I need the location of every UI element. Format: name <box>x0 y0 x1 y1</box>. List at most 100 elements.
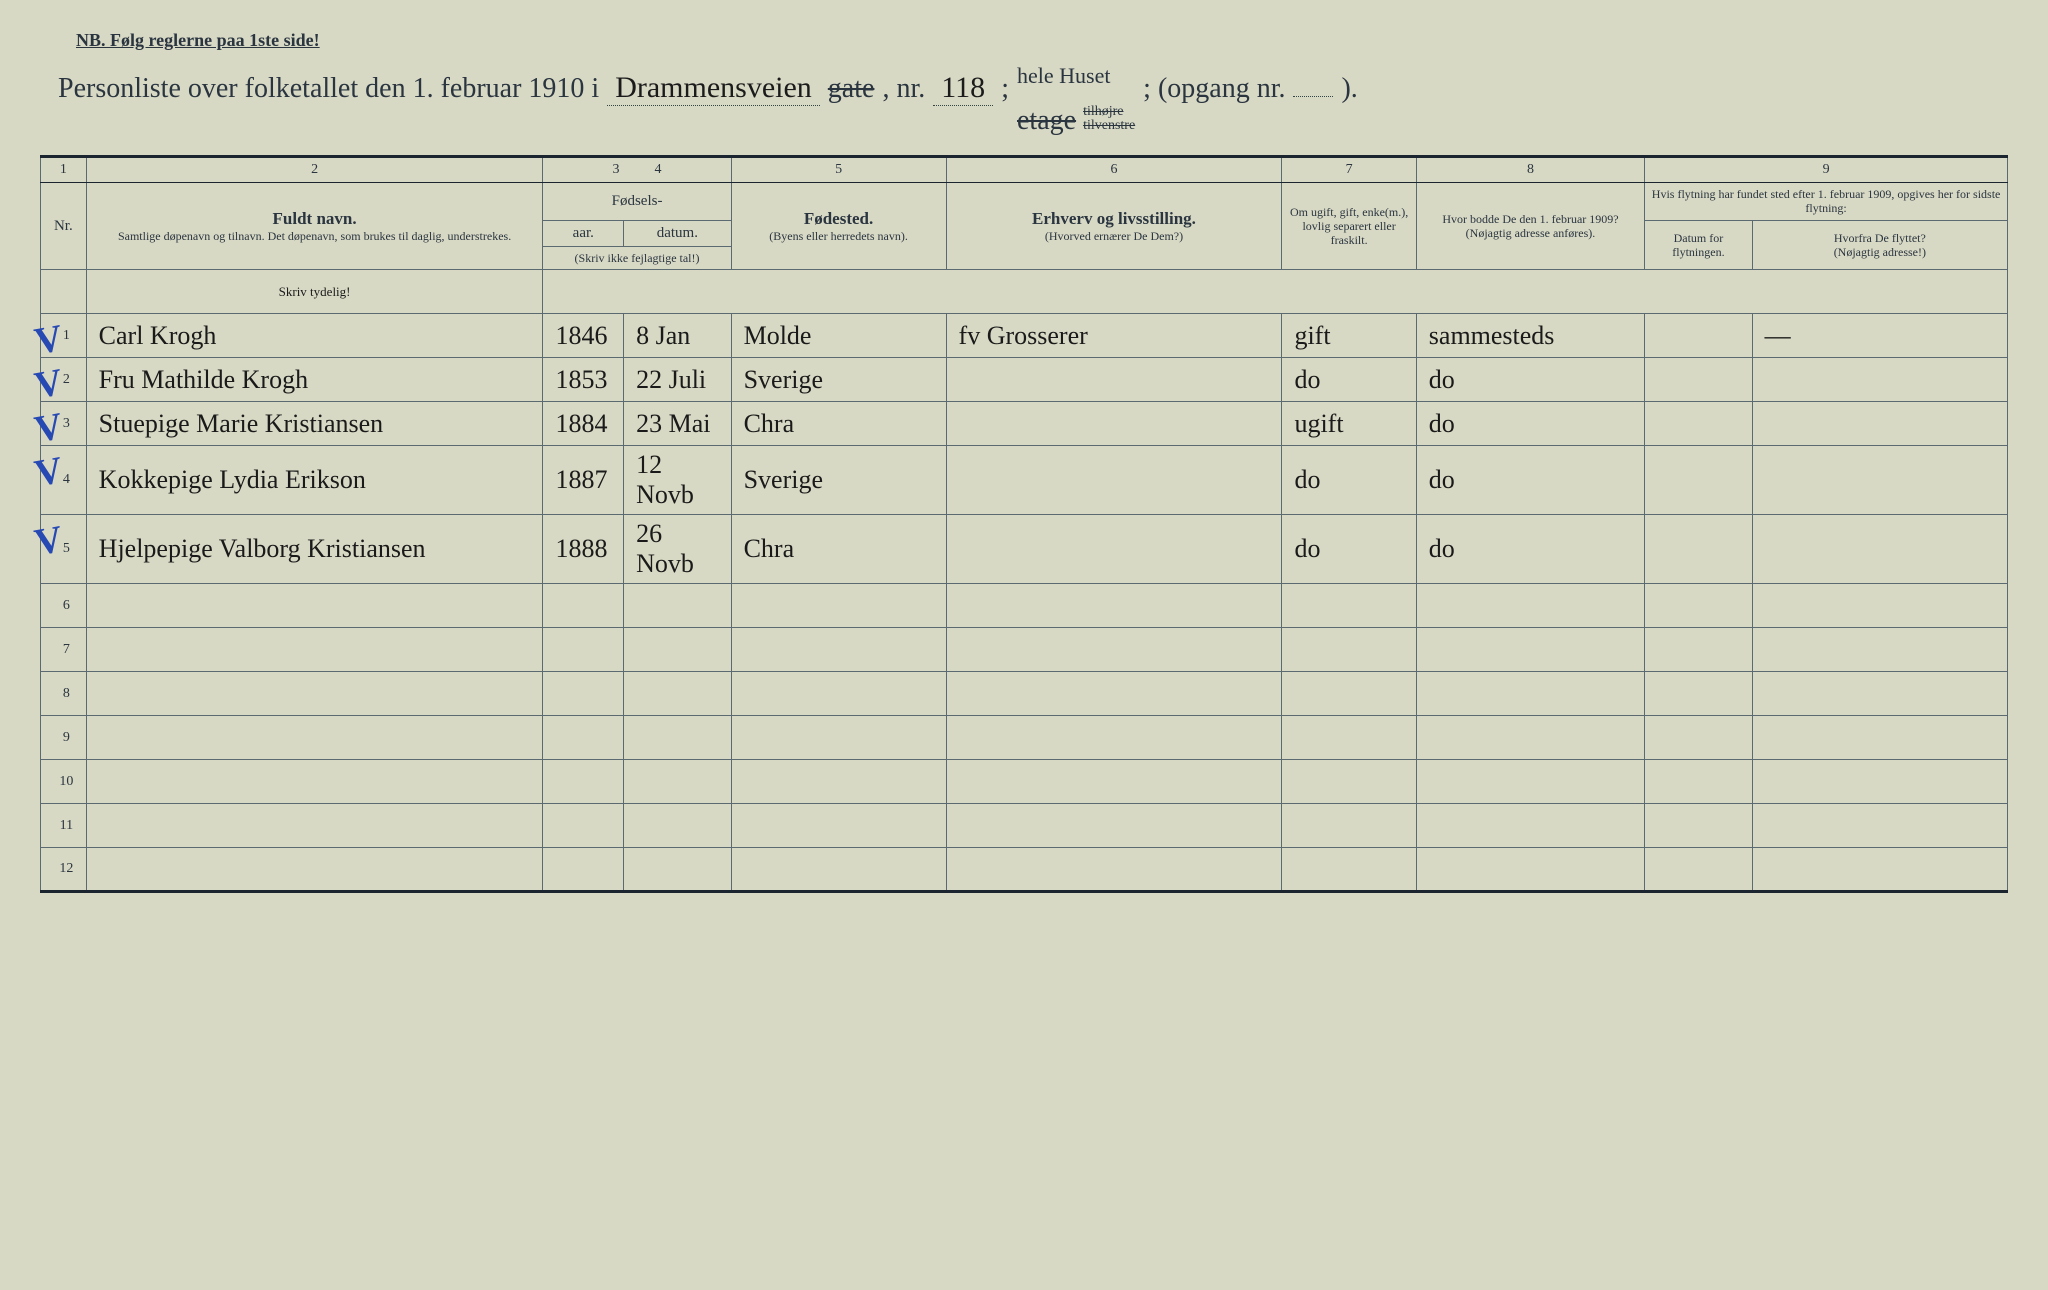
cell-nr: V5 <box>41 515 87 584</box>
header-occupation-sub: (Hvorved ernærer De Dem?) <box>953 229 1276 243</box>
hint-row: Skriv tydelig! <box>41 270 2008 314</box>
cell-marital: gift <box>1282 314 1416 358</box>
cell-nr: V2 <box>41 358 87 402</box>
cell-movefrom <box>1752 515 2007 584</box>
cell-movedate <box>1645 314 1752 358</box>
cell-birthplace: Chra <box>731 515 946 584</box>
cell-movefrom <box>1752 446 2007 515</box>
cell-year: 1887 <box>543 446 624 515</box>
tilvenstre-struck: tilvenstre <box>1083 118 1135 133</box>
colnum-3-4: 3 4 <box>543 157 731 183</box>
cell-occupation <box>946 402 1282 446</box>
table-row: V3Stuepige Marie Kristiansen188423 MaiCh… <box>41 402 2008 446</box>
write-clearly: Skriv tydelig! <box>86 270 543 314</box>
colnum-9: 9 <box>1645 157 2008 183</box>
header-movefrom-main: Hvorfra De flyttet? <box>1759 231 2001 245</box>
colnum-5: 5 <box>731 157 946 183</box>
cell-movedate <box>1645 358 1752 402</box>
header-birthplace: Fødested. (Byens eller herredets navn). <box>731 183 946 270</box>
cell-nr: 12 <box>41 848 87 892</box>
cell-occupation <box>946 515 1282 584</box>
opgang-suffix: ). <box>1341 73 1357 105</box>
cell-nr: V1 <box>41 314 87 358</box>
cell-nr: 11 <box>41 804 87 848</box>
cell-residence: do <box>1416 402 1644 446</box>
header-name: Fuldt navn. Samtlige døpenavn og tilnavn… <box>86 183 543 270</box>
cell-name: Fru Mathilde Krogh <box>86 358 543 402</box>
cell-birthplace: Chra <box>731 402 946 446</box>
cell-year: 1853 <box>543 358 624 402</box>
cell-date: 12 Novb <box>624 446 731 515</box>
cell-nr: V3 <box>41 402 87 446</box>
cell-name: Carl Krogh <box>86 314 543 358</box>
table-row-empty: 8 <box>41 672 2008 716</box>
cell-marital: do <box>1282 446 1416 515</box>
table-row-empty: 12 <box>41 848 2008 892</box>
cell-movefrom <box>1752 358 2007 402</box>
header-name-main: Fuldt navn. <box>93 209 537 229</box>
etage-struck: etage <box>1017 105 1076 136</box>
colnum-7: 7 <box>1282 157 1416 183</box>
street-name: Drammensveien <box>607 71 820 106</box>
header-row-1: Nr. Fuldt navn. Samtlige døpenavn og til… <box>41 183 2008 221</box>
census-table: 1 2 3 4 5 6 7 8 9 Nr. Fuldt navn. Samtli… <box>40 155 2008 893</box>
title-prefix: Personliste over folketallet den 1. febr… <box>58 73 599 105</box>
table-row-empty: 11 <box>41 804 2008 848</box>
cell-marital: ugift <box>1282 402 1416 446</box>
cell-residence: do <box>1416 446 1644 515</box>
house-number: 118 <box>933 71 993 106</box>
cell-birthplace: Sverige <box>731 446 946 515</box>
header-date: datum. <box>624 220 731 246</box>
header-nr: Nr. <box>41 183 87 270</box>
separator: ; <box>1001 73 1009 105</box>
header-occupation-main: Erhverv og livsstilling. <box>953 209 1276 229</box>
header-movefrom-sub: (Nøjagtig adresse!) <box>1759 245 2001 259</box>
cell-date: 26 Novb <box>624 515 731 584</box>
header-movedate: Datum for flytningen. <box>1645 220 1752 269</box>
hele-huset-annotation: hele Huset <box>1017 63 1110 88</box>
cell-movedate <box>1645 446 1752 515</box>
title-row: Personliste over folketallet den 1. febr… <box>40 71 2008 137</box>
header-residence-main: Hvor bodde De den 1. februar 1909? <box>1423 212 1638 226</box>
header-move-title: Hvis flytning har fundet sted efter 1. f… <box>1645 183 2008 221</box>
blue-check-mark: V <box>31 517 66 565</box>
nr-label: , nr. <box>882 73 925 105</box>
header-name-sub: Samtlige døpenavn og tilnavn. Det døpena… <box>93 229 537 243</box>
tilhoire-struck: tilhøjre <box>1083 104 1123 119</box>
cell-movedate <box>1645 402 1752 446</box>
header-fodsels: Fødsels- <box>543 183 731 221</box>
cell-date: 22 Juli <box>624 358 731 402</box>
cell-nr: 8 <box>41 672 87 716</box>
table-row-empty: 6 <box>41 584 2008 628</box>
colnum-1: 1 <box>41 157 87 183</box>
cell-birthplace: Molde <box>731 314 946 358</box>
table-row: V5Hjelpepige Valborg Kristiansen188826 N… <box>41 515 2008 584</box>
cell-movefrom: — <box>1752 314 2007 358</box>
cell-nr: 6 <box>41 584 87 628</box>
cell-nr: V4 <box>41 446 87 515</box>
cell-date: 23 Mai <box>624 402 731 446</box>
colnum-8: 8 <box>1416 157 1644 183</box>
cell-nr: 9 <box>41 716 87 760</box>
cell-name: Kokkepige Lydia Erikson <box>86 446 543 515</box>
opgang-value <box>1293 96 1333 97</box>
cell-residence: do <box>1416 358 1644 402</box>
cell-occupation: fv Grosserer <box>946 314 1282 358</box>
header-movefrom: Hvorfra De flyttet? (Nøjagtig adresse!) <box>1752 220 2007 269</box>
cell-name: Stuepige Marie Kristiansen <box>86 402 543 446</box>
cell-year: 1888 <box>543 515 624 584</box>
cell-movefrom <box>1752 402 2007 446</box>
header-birthplace-main: Fødested. <box>738 209 940 229</box>
cell-marital: do <box>1282 515 1416 584</box>
table-row-empty: 9 <box>41 716 2008 760</box>
cell-nr: 7 <box>41 628 87 672</box>
colnum-6: 6 <box>946 157 1282 183</box>
colnum-2: 2 <box>86 157 543 183</box>
cell-residence: sammesteds <box>1416 314 1644 358</box>
header-year-hint: (Skriv ikke fejlagtige tal!) <box>543 246 731 269</box>
table-row: V2Fru Mathilde Krogh185322 JuliSverigedo… <box>41 358 2008 402</box>
table-row-empty: 10 <box>41 760 2008 804</box>
cell-year: 1846 <box>543 314 624 358</box>
blue-check-mark: V <box>31 448 66 496</box>
cell-occupation <box>946 358 1282 402</box>
